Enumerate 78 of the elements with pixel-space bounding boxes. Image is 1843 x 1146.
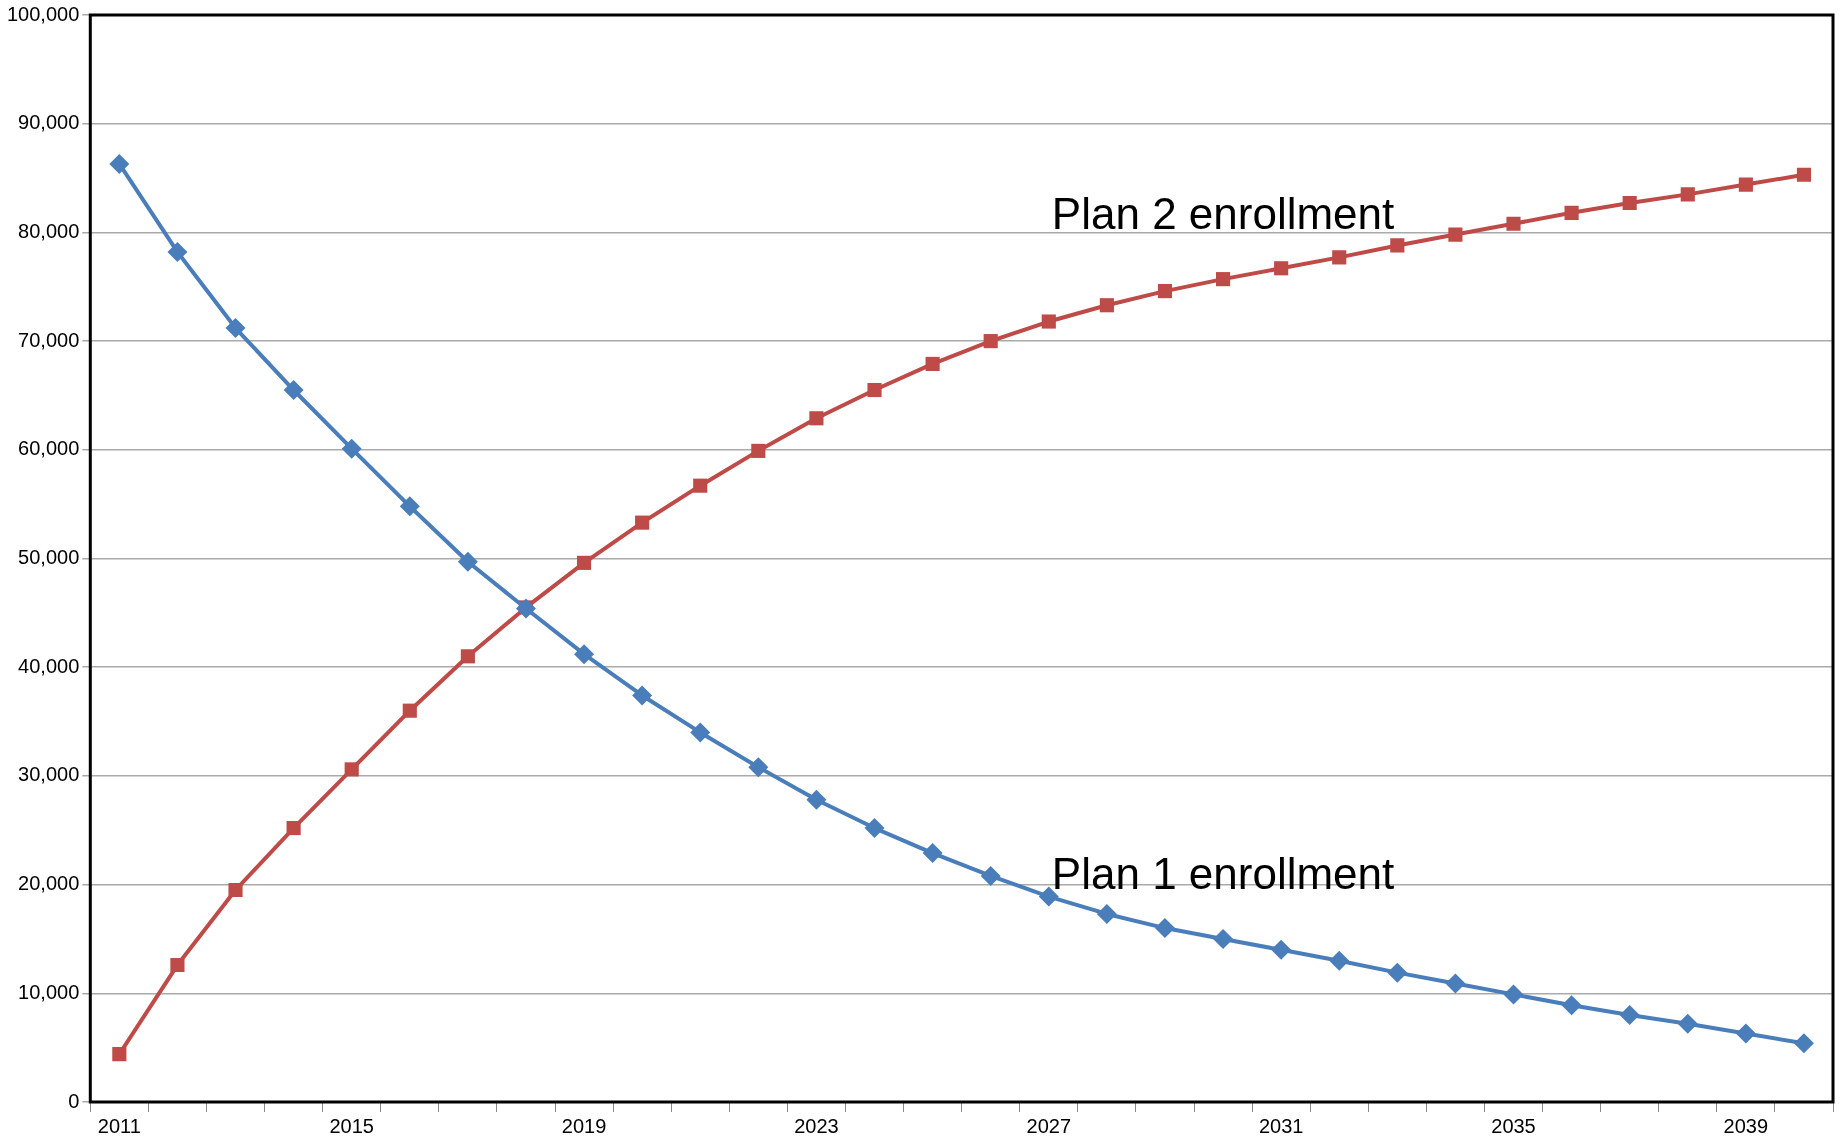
x-tick-label: 2023 — [794, 1114, 839, 1137]
point — [1215, 272, 1231, 287]
point — [1274, 261, 1289, 276]
point — [283, 380, 304, 401]
y-tick-label: 0 — [68, 1089, 80, 1112]
point — [402, 703, 417, 718]
point — [1448, 227, 1463, 242]
x-tick-label: 2027 — [1026, 1114, 1072, 1137]
point — [228, 882, 243, 898]
point — [1213, 928, 1234, 949]
x-tick-label: 2019 — [561, 1114, 607, 1137]
point — [1503, 984, 1524, 1005]
series-label: Plan 2 enrollment — [1051, 189, 1395, 239]
point — [1561, 995, 1582, 1016]
point — [1677, 1013, 1698, 1034]
y-tick-label: 30,000 — [18, 763, 80, 786]
y-tick-label: 100,000 — [7, 2, 80, 25]
x-tick-label: 2015 — [329, 1114, 374, 1137]
point — [1738, 177, 1753, 192]
point — [693, 478, 708, 493]
y-tick-label: 20,000 — [18, 872, 80, 895]
point — [399, 496, 420, 517]
point — [1332, 250, 1347, 265]
y-tick-label: 50,000 — [18, 546, 80, 569]
point — [1387, 962, 1408, 983]
point — [1096, 903, 1117, 924]
point — [925, 356, 940, 371]
point — [286, 821, 301, 836]
point — [632, 685, 653, 706]
point — [1564, 205, 1579, 220]
point — [1793, 1033, 1814, 1054]
point — [922, 843, 943, 864]
point — [635, 515, 650, 530]
point — [341, 438, 362, 459]
y-tick-label: 70,000 — [18, 328, 80, 351]
point — [1735, 1023, 1756, 1044]
point — [867, 382, 882, 398]
point — [980, 865, 1001, 886]
point — [1041, 314, 1056, 329]
point — [809, 411, 824, 426]
x-tick-label: 2011 — [97, 1114, 141, 1137]
x-tick-label: 2039 — [1723, 1114, 1769, 1137]
point — [225, 318, 246, 339]
point — [1390, 238, 1405, 253]
point — [1680, 187, 1695, 202]
point — [167, 241, 188, 262]
point — [109, 153, 130, 174]
point — [751, 443, 766, 458]
point — [1445, 973, 1466, 994]
point — [1099, 298, 1114, 313]
point — [806, 789, 827, 810]
y-tick-label: 60,000 — [18, 437, 80, 460]
point — [1157, 284, 1173, 299]
point — [574, 644, 595, 665]
point — [1622, 195, 1637, 211]
point — [1329, 950, 1350, 971]
x-tick-label: 2035 — [1491, 1114, 1536, 1137]
y-tick-label: 80,000 — [18, 219, 80, 242]
series-label: Plan 1 enrollment — [1051, 849, 1395, 899]
y-tick-label: 90,000 — [18, 111, 80, 134]
point — [1271, 939, 1292, 960]
point — [864, 818, 885, 839]
point — [112, 1047, 127, 1062]
point — [1619, 1005, 1640, 1026]
point — [457, 551, 478, 572]
y-tick-label: 10,000 — [18, 980, 80, 1003]
point — [344, 762, 359, 777]
x-tick-label: 2031 — [1258, 1114, 1304, 1137]
point — [983, 334, 998, 349]
y-tick-label: 40,000 — [18, 654, 80, 677]
point — [1796, 167, 1812, 182]
point — [748, 757, 769, 778]
point — [170, 957, 185, 973]
point — [460, 649, 475, 664]
point — [690, 722, 711, 743]
point — [1154, 918, 1175, 939]
point — [1506, 216, 1521, 231]
point — [576, 555, 592, 570]
